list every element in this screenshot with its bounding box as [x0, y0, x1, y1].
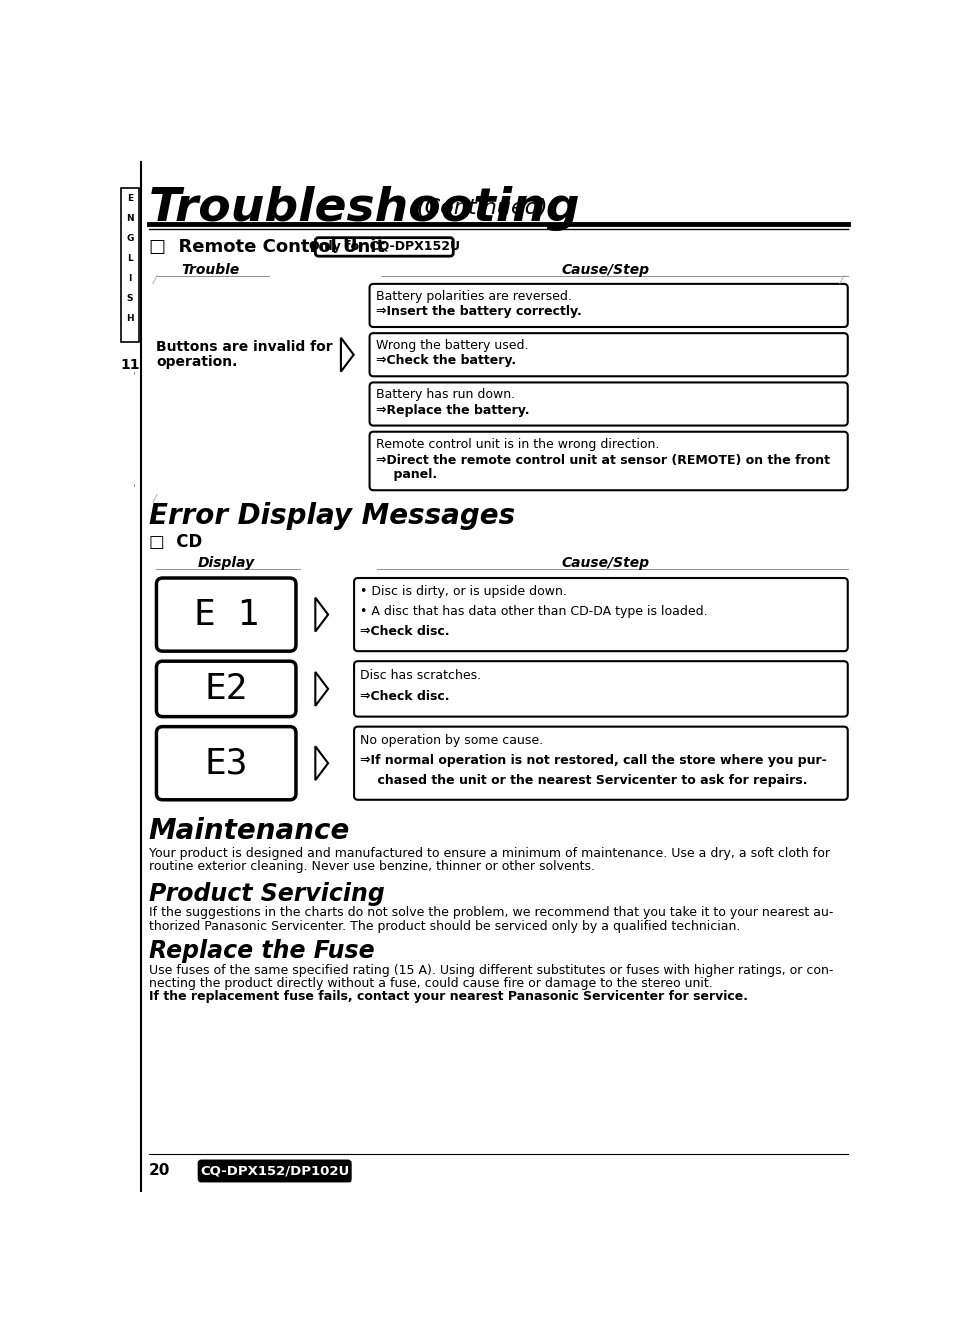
FancyBboxPatch shape [354, 727, 847, 799]
Text: L: L [127, 254, 132, 262]
Text: Cause/Step: Cause/Step [561, 556, 649, 569]
Text: Product Servicing: Product Servicing [149, 881, 384, 905]
Text: ⇒If normal operation is not restored, call the store where you pur-: ⇒If normal operation is not restored, ca… [360, 754, 826, 767]
Text: □  Remote Control Unit: □ Remote Control Unit [149, 238, 384, 256]
Text: Display: Display [197, 556, 254, 569]
Text: (Continued): (Continued) [416, 198, 547, 218]
Text: ': ' [133, 371, 136, 382]
FancyBboxPatch shape [369, 333, 847, 376]
Text: ': ' [133, 483, 136, 493]
Bar [121, 187, 139, 341]
Bar [199, 1161, 350, 1181]
Text: If the suggestions in the charts do not solve the problem, we recommend that you: If the suggestions in the charts do not … [149, 907, 832, 920]
Text: Buttons are invalid for: Buttons are invalid for [156, 340, 333, 353]
Text: I: I [129, 274, 132, 283]
Text: □  CD: □ CD [149, 533, 202, 550]
FancyBboxPatch shape [354, 578, 847, 651]
Text: ⇒Direct the remote control unit at sensor (REMOTE) on the front: ⇒Direct the remote control unit at senso… [375, 454, 829, 467]
Text: E 1: E 1 [193, 597, 258, 632]
Text: /: / [152, 494, 156, 505]
FancyBboxPatch shape [315, 238, 453, 256]
FancyBboxPatch shape [156, 661, 295, 716]
Text: 11: 11 [120, 358, 140, 372]
Text: H: H [126, 315, 133, 323]
Text: 20: 20 [149, 1164, 170, 1178]
Text: thorized Panasonic Servicenter. The product should be serviced only by a qualifi: thorized Panasonic Servicenter. The prod… [149, 920, 740, 932]
Text: Battery polarities are reversed.: Battery polarities are reversed. [375, 289, 571, 303]
Text: /: / [840, 274, 843, 285]
Text: Use fuses of the same specified rating (15 A). Using different substitutes or fu: Use fuses of the same specified rating (… [149, 964, 832, 977]
Text: ⇒Check disc.: ⇒Check disc. [360, 690, 449, 703]
Text: N: N [126, 214, 133, 222]
Text: Remote control unit is in the wrong direction.: Remote control unit is in the wrong dire… [375, 438, 659, 450]
Text: panel.: panel. [375, 469, 436, 481]
Text: Error Display Messages: Error Display Messages [149, 502, 515, 530]
FancyBboxPatch shape [354, 661, 847, 716]
FancyBboxPatch shape [369, 431, 847, 490]
FancyBboxPatch shape [369, 284, 847, 327]
FancyBboxPatch shape [156, 578, 295, 651]
Text: No operation by some cause.: No operation by some cause. [360, 734, 543, 747]
FancyBboxPatch shape [369, 383, 847, 426]
Text: ⇒Insert the battery correctly.: ⇒Insert the battery correctly. [375, 305, 581, 319]
Text: ⇒Check the battery.: ⇒Check the battery. [375, 355, 516, 367]
Text: Trouble: Trouble [181, 262, 239, 277]
Text: Only for CQ-DPX152U: Only for CQ-DPX152U [309, 241, 459, 253]
Text: CQ-DPX152/DP102U: CQ-DPX152/DP102U [200, 1165, 349, 1177]
Text: Wrong the battery used.: Wrong the battery used. [375, 339, 528, 352]
FancyBboxPatch shape [199, 1161, 350, 1181]
Text: /: / [152, 274, 156, 285]
Text: chased the unit or the nearest Servicenter to ask for repairs.: chased the unit or the nearest Servicent… [360, 774, 807, 787]
Text: E2: E2 [204, 672, 248, 706]
Text: necting the product directly without a fuse, could cause fire or damage to the s: necting the product directly without a f… [149, 977, 712, 991]
FancyBboxPatch shape [156, 727, 295, 799]
Text: E: E [127, 194, 133, 204]
Text: Replace the Fuse: Replace the Fuse [149, 940, 374, 964]
Text: routine exterior cleaning. Never use benzine, thinner or other solvents.: routine exterior cleaning. Never use ben… [149, 860, 594, 873]
Text: Troubleshooting: Troubleshooting [149, 186, 579, 230]
Text: • A disc that has data other than CD-DA type is loaded.: • A disc that has data other than CD-DA … [360, 605, 707, 619]
Text: ⇒Replace the battery.: ⇒Replace the battery. [375, 403, 529, 416]
Text: ⇒Check disc.: ⇒Check disc. [360, 625, 449, 639]
Text: Cause/Step: Cause/Step [561, 262, 649, 277]
Text: Maintenance: Maintenance [149, 817, 350, 845]
Text: Battery has run down.: Battery has run down. [375, 388, 515, 402]
Text: operation.: operation. [156, 355, 237, 370]
Text: S: S [127, 295, 133, 303]
Text: If the replacement fuse fails, contact your nearest Panasonic Servicenter for se: If the replacement fuse fails, contact y… [149, 991, 747, 1003]
Text: Disc has scratches.: Disc has scratches. [360, 668, 481, 682]
Text: • Disc is dirty, or is upside down.: • Disc is dirty, or is upside down. [360, 585, 566, 599]
Text: E3: E3 [204, 746, 248, 781]
Bar [119, 161, 141, 1192]
Text: Your product is designed and manufactured to ensure a minimum of maintenance. Us: Your product is designed and manufacture… [149, 848, 829, 860]
Text: G: G [127, 234, 133, 242]
